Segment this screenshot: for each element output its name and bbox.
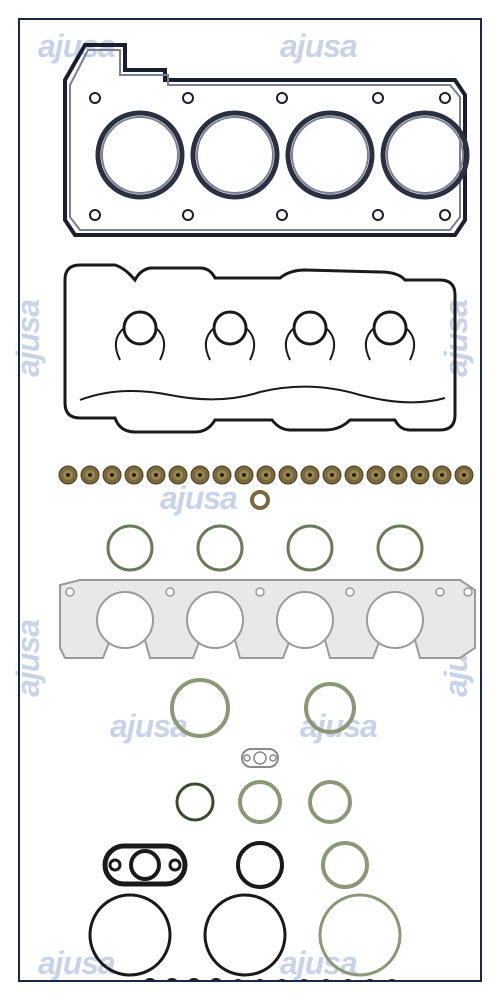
- valve-stem-seals-row: [59, 466, 473, 484]
- gasket-kit-diagram: [20, 20, 480, 980]
- oring-row-3: [177, 782, 350, 822]
- oring-row-1: [108, 526, 422, 570]
- oring-row-4: [238, 843, 367, 887]
- small-orings-row: [144, 979, 397, 980]
- copper-washer: [252, 492, 268, 508]
- turbo-drain-gasket: [242, 749, 278, 767]
- manifold-gasket: [60, 580, 475, 658]
- valve-cover-gasket: [65, 265, 455, 432]
- large-orings: [90, 895, 400, 975]
- head-gasket: [65, 45, 467, 235]
- oring-row-2: [172, 680, 354, 736]
- oil-housing-seal: [105, 846, 185, 884]
